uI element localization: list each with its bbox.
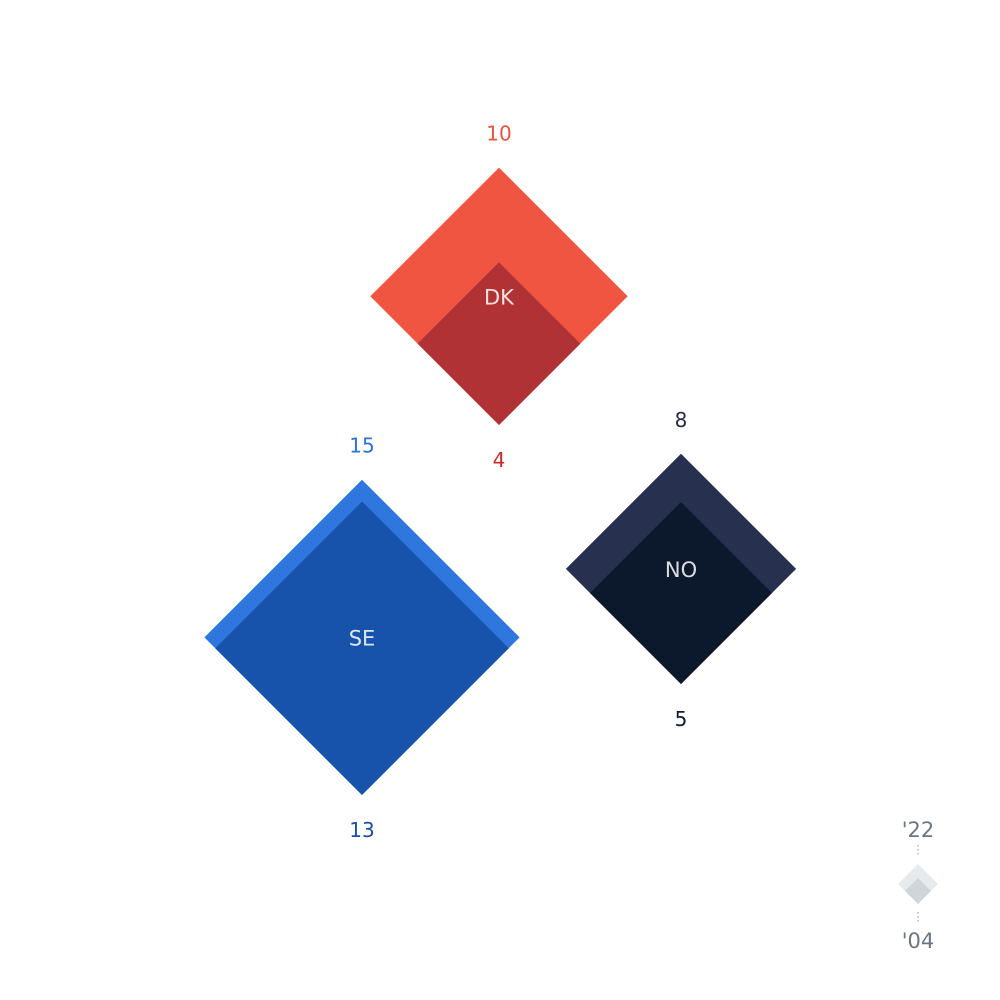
diamond-2004-se	[215, 501, 509, 795]
country-label-no: NO	[665, 558, 697, 582]
value-label-2022-dk: 10	[486, 122, 511, 146]
legend-bottom-label: '04	[902, 929, 935, 953]
legend: '22 '04	[898, 818, 938, 953]
value-label-2022-no: 8	[675, 408, 688, 432]
value-label-2004-no: 5	[675, 707, 688, 731]
series-no: NO 8 5	[565, 408, 797, 731]
value-label-2004-se: 13	[349, 818, 374, 842]
diamond-2004-dk	[417, 262, 581, 425]
country-label-dk: DK	[484, 285, 515, 309]
value-label-2004-dk: 4	[493, 448, 506, 472]
country-label-se: SE	[349, 626, 376, 650]
series-dk: DK 10 4	[370, 122, 628, 472]
legend-inner-diamond	[905, 878, 931, 904]
series-se: SE 15 13	[204, 434, 520, 842]
chart-marks: DK 10 4 SE 15 13 NO 8 5	[204, 122, 797, 842]
value-label-2022-se: 15	[349, 434, 374, 458]
legend-top-label: '22	[902, 818, 935, 842]
diamond-2004-no	[589, 501, 773, 684]
